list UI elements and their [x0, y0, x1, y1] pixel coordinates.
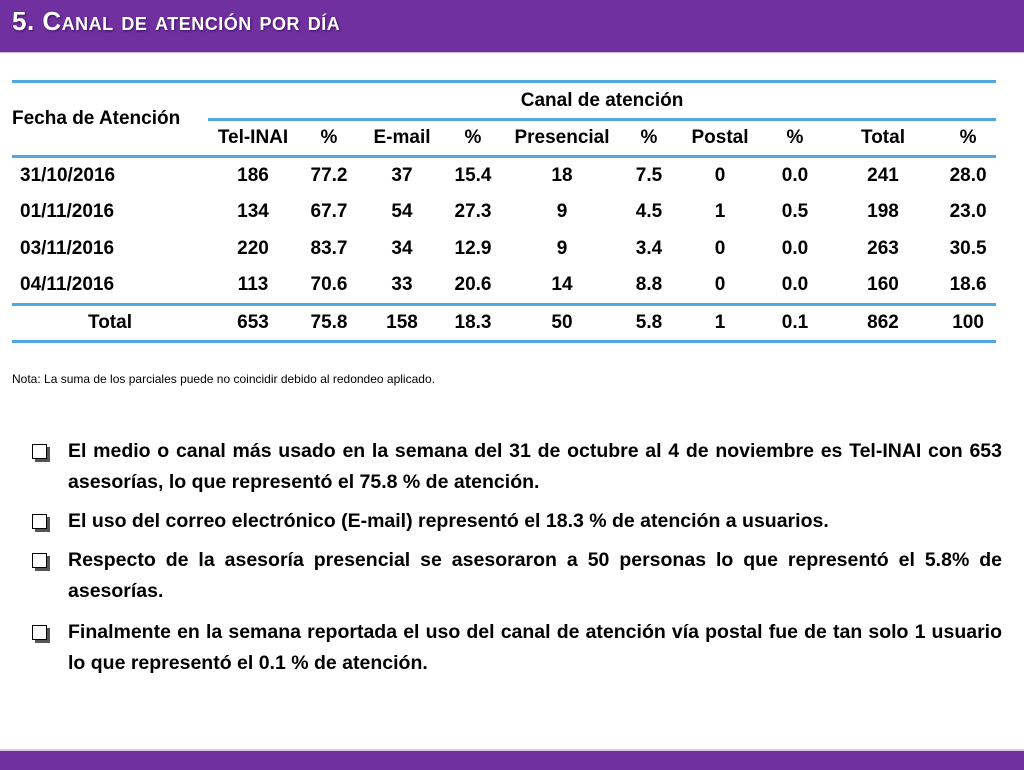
cell-value: 7.5 — [635, 164, 663, 186]
total-value: 653 — [237, 312, 269, 333]
cell-value: 20.6 — [454, 274, 492, 296]
bullet-text: Respecto de la asesoría presencial se as… — [68, 549, 1002, 602]
cell-value: 0 — [714, 274, 726, 296]
cell-value: 30.5 — [949, 238, 987, 259]
cell-value: 27.3 — [454, 201, 492, 222]
col-header-pct: % — [464, 127, 482, 148]
total-label: Total — [88, 312, 132, 333]
bullet-text: Finalmente en la semana reportada el uso… — [68, 621, 1002, 674]
col-header-email: E-mail — [373, 127, 431, 148]
total-value: 18.3 — [454, 312, 492, 333]
checkbox-bullet-icon — [32, 444, 47, 459]
table-row: 03/11/2016 220 83.7 34 12.9 9 3.4 0 0.0 … — [12, 231, 996, 268]
cell-value: 0.0 — [781, 274, 809, 296]
col-header-pct: % — [320, 127, 338, 148]
col-header-total: Total — [861, 127, 905, 148]
col-header-tel-inai: Tel-INAI — [217, 127, 289, 148]
row-date: 04/11/2016 — [20, 274, 115, 296]
bullet-text: El uso del correo electrónico (E-mail) r… — [68, 510, 829, 532]
total-value: 862 — [867, 312, 899, 333]
bullet-item: Finalmente en la semana reportada el uso… — [30, 617, 1002, 679]
cell-value: 113 — [237, 274, 269, 296]
cell-value: 4.5 — [635, 201, 663, 222]
cell-value: 9 — [556, 201, 568, 222]
row-date: 01/11/2016 — [20, 201, 115, 222]
bullet-item: Respecto de la asesoría presencial se as… — [30, 545, 1002, 607]
table-row: 01/11/2016 134 67.7 54 27.3 9 4.5 1 0.5 … — [12, 194, 996, 231]
cell-value: 3.4 — [635, 238, 663, 259]
row-date: 03/11/2016 — [20, 238, 115, 259]
cell-value: 67.7 — [310, 201, 348, 222]
cell-value: 77.2 — [310, 164, 348, 186]
col-header-presencial: Presencial — [514, 127, 610, 148]
cell-value: 0.0 — [781, 164, 809, 186]
col-header-pct: % — [786, 127, 804, 148]
cell-value: 12.9 — [454, 238, 492, 259]
bullet-list: El medio o canal más usado en la semana … — [30, 436, 1002, 687]
footer-bar — [0, 749, 1024, 770]
cell-value: 1 — [714, 201, 726, 222]
cell-value: 0.5 — [781, 201, 809, 222]
header-canal: Canal de atención — [208, 81, 997, 121]
table-total-row: Total 653 75.8 158 18.3 50 5.8 1 0.1 862… — [12, 304, 997, 342]
total-value: 1 — [714, 312, 726, 333]
cell-value: 70.6 — [310, 274, 348, 296]
bullet-item: El uso del correo electrónico (E-mail) r… — [30, 506, 1002, 537]
cell-value: 0.0 — [781, 238, 809, 259]
cell-value: 14 — [551, 274, 573, 296]
col-header-pct: % — [640, 127, 658, 148]
cell-value: 0 — [714, 238, 726, 259]
cell-value: 0 — [714, 164, 726, 186]
cell-value: 18.6 — [949, 274, 987, 296]
total-value: 0.1 — [781, 312, 809, 333]
cell-value: 220 — [237, 238, 269, 259]
checkbox-bullet-icon — [32, 625, 47, 640]
cell-value: 37 — [391, 164, 413, 186]
total-value: 50 — [551, 312, 573, 333]
checkbox-bullet-icon — [32, 553, 47, 568]
checkbox-bullet-icon — [32, 514, 47, 529]
table-row: 31/10/2016 186 77.2 37 15.4 18 7.5 0 0.0… — [12, 157, 996, 194]
col-header-postal: Postal — [691, 127, 749, 148]
row-date: 31/10/2016 — [20, 164, 116, 186]
table-header-row-2: Tel-INAI % E-mail % Presencial % Postal … — [12, 120, 997, 157]
cell-value: 54 — [391, 201, 413, 222]
table-header-row-1: Fecha de Atención Canal de atención — [12, 81, 997, 129]
bullet-text: El medio o canal más usado en la semana … — [68, 440, 1002, 493]
cell-value: 241 — [867, 164, 899, 186]
cell-value: 263 — [867, 238, 899, 259]
total-value: 100 — [952, 312, 984, 333]
cell-value: 9 — [556, 238, 568, 259]
table-row: 04/11/2016 113 70.6 33 20.6 14 8.8 0 0.0… — [12, 268, 996, 305]
header-fecha: Fecha de Atención — [12, 108, 181, 129]
cell-value: 8.8 — [635, 274, 663, 296]
cell-value: 34 — [391, 238, 413, 259]
cell-value: 23.0 — [949, 201, 987, 222]
total-value: 5.8 — [635, 312, 663, 333]
cell-value: 134 — [237, 201, 269, 222]
total-value: 75.8 — [310, 312, 348, 333]
col-header-pct: % — [959, 127, 977, 148]
cell-value: 18 — [551, 164, 573, 186]
table-note: Nota: La suma de los parciales puede no … — [12, 372, 435, 386]
cell-value: 28.0 — [949, 164, 987, 186]
cell-value: 83.7 — [310, 238, 348, 259]
cell-value: 198 — [867, 201, 899, 222]
total-value: 158 — [386, 312, 418, 333]
channel-table: Fecha de Atención Canal de atención Tel-… — [12, 80, 997, 343]
cell-value: 15.4 — [454, 164, 492, 186]
title-bar: 5. Canal de atención por día — [0, 0, 1024, 53]
cell-value: 160 — [867, 274, 899, 296]
slide-title: 5. Canal de atención por día — [12, 6, 341, 36]
cell-value: 33 — [391, 274, 413, 296]
bullet-item: El medio o canal más usado en la semana … — [30, 436, 1002, 498]
cell-value: 186 — [237, 164, 269, 186]
